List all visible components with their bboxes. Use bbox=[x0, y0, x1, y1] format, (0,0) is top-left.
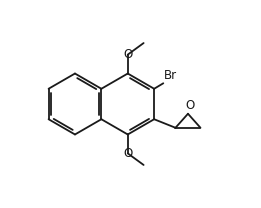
Text: O: O bbox=[185, 99, 194, 113]
Text: Br: Br bbox=[164, 69, 177, 82]
Text: O: O bbox=[123, 147, 132, 160]
Text: O: O bbox=[123, 48, 132, 61]
